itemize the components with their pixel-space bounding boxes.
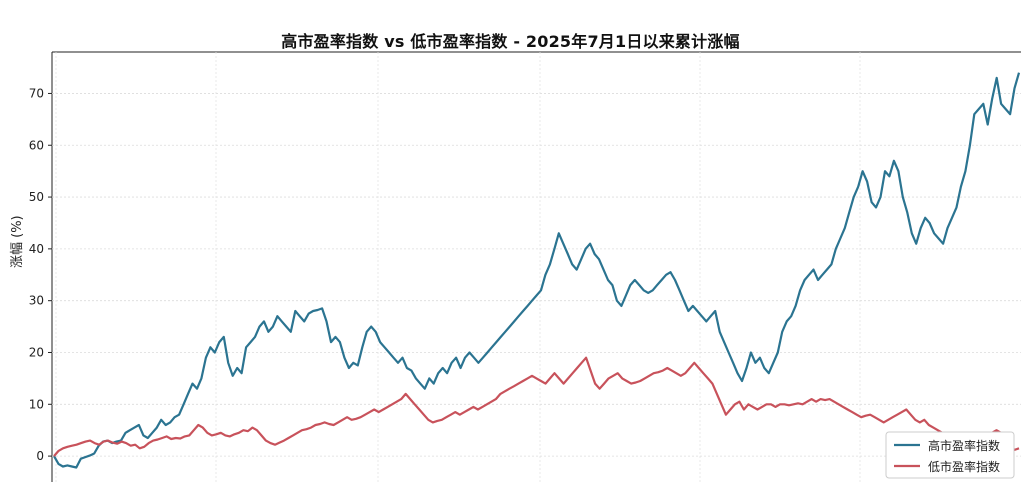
y-tick-label: 0 [36,449,44,463]
chart-title: 高市盈率指数 vs 低市盈率指数 - 2025年7月1日以来累计涨幅 [281,32,740,51]
y-tick-label: 50 [29,190,44,204]
y-tick-label: 20 [29,345,44,359]
y-tick-label: 10 [29,397,44,411]
y-tick-label: 60 [29,138,44,152]
legend-label: 低市盈率指数 [928,459,1000,474]
legend-label: 高市盈率指数 [928,438,1000,453]
y-tick-label: 40 [29,242,44,256]
y-tick-label: 70 [29,86,44,100]
series-line-1 [53,72,1021,469]
y-tick-label: 30 [29,294,44,308]
series-line-2 [53,356,1020,457]
